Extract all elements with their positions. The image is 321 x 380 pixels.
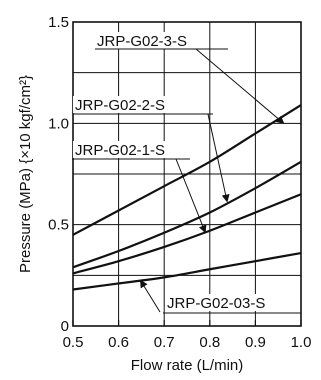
- plot-frame: [72, 21, 302, 327]
- series-line-1: [72, 104, 302, 236]
- x-tick-label: 0.5: [63, 334, 84, 351]
- x-tick-label: 0.6: [108, 334, 129, 351]
- annotation-leader: [195, 48, 285, 124]
- y-axis-title: Pressure (MPa) {×10 kgf/cm²}: [17, 75, 34, 273]
- annotation-bg: [73, 141, 173, 158]
- annotation-bg: [73, 96, 173, 113]
- series-lines: [72, 104, 302, 291]
- annotation-leader: [175, 158, 207, 234]
- series-line-2: [72, 160, 302, 269]
- annotation-leader: [207, 113, 230, 203]
- x-tick-label: 1.0: [291, 334, 312, 351]
- annotation-bg: [165, 294, 274, 311]
- annotation-bg: [95, 32, 195, 49]
- series-label-4: JRP-G02-03-S: [167, 295, 265, 312]
- x-tick-label: 0.9: [245, 334, 266, 351]
- series-line-3: [72, 193, 302, 275]
- series-label-2: JRP-G02-2-S: [75, 97, 165, 114]
- axis-ticks: 0.5 0.6 0.7 0.8 0.9 1.000.51.01.5: [48, 14, 311, 351]
- x-axis-title: Flow rate (L/min): [131, 357, 244, 374]
- series-line-4: [72, 251, 302, 291]
- annotation-leader: [139, 279, 161, 313]
- x-tick-label: 0.8: [199, 334, 220, 351]
- series-annotations: JRP-G02-3-S JRP-G02-2-S JRP-G02-1-S JRP-G02…: [72, 32, 301, 314]
- y-tick-label: 1.5: [48, 14, 69, 31]
- series-label-3: JRP-G02-1-S: [75, 142, 165, 159]
- y-tick-label: 0.5: [48, 217, 69, 234]
- x-tick-label: 0.7: [154, 334, 175, 351]
- series-label-1: JRP-G02-3-S: [97, 33, 187, 50]
- y-tick-label: 0: [61, 318, 69, 335]
- grid-lines: [73, 22, 301, 326]
- y-tick-label: 1.0: [48, 115, 69, 132]
